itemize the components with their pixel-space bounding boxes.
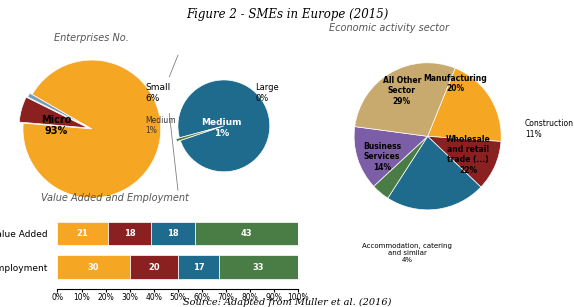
Text: Large
0%: Large 0%: [255, 83, 279, 103]
Wedge shape: [19, 97, 88, 128]
Text: 18: 18: [167, 229, 179, 238]
Text: Source: Adapted from Muller et al. (2016): Source: Adapted from Muller et al. (2016…: [183, 298, 391, 307]
Wedge shape: [176, 127, 220, 142]
Bar: [152, 222, 195, 245]
Wedge shape: [428, 136, 501, 187]
Text: 33: 33: [253, 262, 265, 272]
Text: Economic activity sector: Economic activity sector: [329, 23, 449, 33]
Wedge shape: [28, 93, 90, 128]
Title: Enterprises No.: Enterprises No.: [55, 33, 129, 43]
Wedge shape: [178, 80, 270, 172]
Bar: [57, 255, 130, 279]
Text: 43: 43: [241, 229, 253, 238]
Text: 18: 18: [124, 229, 135, 238]
Text: Business
Services
14%: Business Services 14%: [363, 142, 401, 172]
Text: Wholesale
and retail
trade (...)
22%: Wholesale and retail trade (...) 22%: [445, 134, 490, 175]
Text: Medium
1%: Medium 1%: [146, 116, 176, 135]
Text: Medium
1%: Medium 1%: [201, 119, 242, 138]
Bar: [108, 222, 152, 245]
Wedge shape: [355, 63, 455, 136]
Bar: [57, 222, 108, 245]
Text: Accommodation, catering
and similar
4%: Accommodation, catering and similar 4%: [362, 243, 452, 263]
Text: Construction
11%: Construction 11%: [525, 119, 573, 139]
Text: 17: 17: [193, 262, 204, 272]
Text: Value Added and Employment: Value Added and Employment: [41, 192, 189, 203]
Bar: [195, 222, 298, 245]
Wedge shape: [388, 136, 481, 210]
Text: Manufacturing
20%: Manufacturing 20%: [424, 74, 487, 93]
Wedge shape: [354, 126, 428, 186]
Wedge shape: [428, 68, 501, 142]
Text: All Other
Sector
29%: All Other Sector 29%: [383, 76, 421, 106]
Wedge shape: [374, 136, 428, 198]
Bar: [219, 255, 298, 279]
Wedge shape: [23, 60, 161, 198]
Text: Micro
93%: Micro 93%: [41, 115, 71, 136]
Text: 20: 20: [148, 262, 160, 272]
Text: Small
6%: Small 6%: [146, 84, 171, 103]
Text: 21: 21: [77, 229, 88, 238]
Bar: [178, 255, 219, 279]
Text: Figure 2 - SMEs in Europe (2015): Figure 2 - SMEs in Europe (2015): [186, 8, 388, 21]
Bar: [130, 255, 178, 279]
Text: 30: 30: [88, 262, 99, 272]
